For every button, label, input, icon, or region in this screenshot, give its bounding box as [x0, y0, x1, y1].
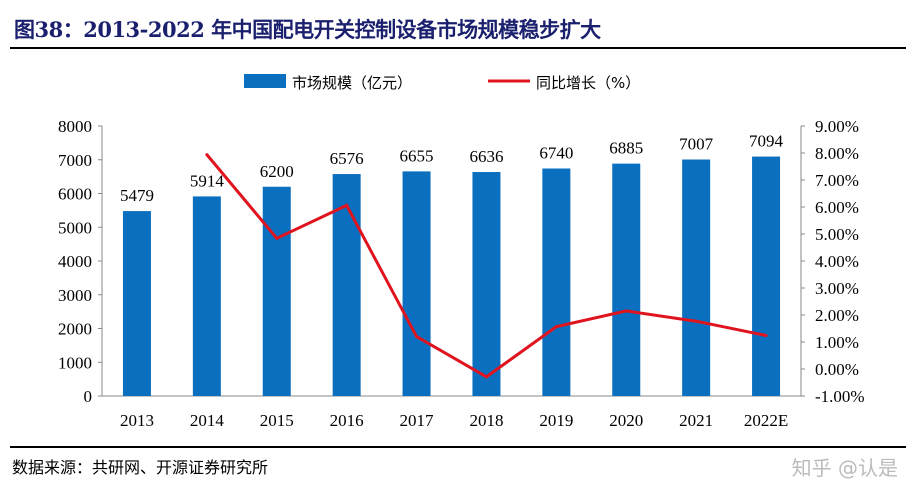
left-tick-label: 1000 — [58, 353, 92, 372]
bar — [612, 163, 641, 396]
watermark: 知乎 @认是 — [791, 456, 898, 480]
right-tick-label: 1.00% — [815, 333, 859, 352]
growth-point — [624, 309, 628, 313]
left-tick-label: 5000 — [58, 218, 92, 237]
left-tick-label: 2000 — [58, 320, 92, 339]
x-tick-label: 2019 — [539, 411, 573, 430]
growth-point — [484, 375, 488, 379]
right-tick-label: 4.00% — [815, 252, 859, 271]
growth-point — [764, 334, 768, 338]
x-tick-label: 2018 — [469, 411, 503, 430]
legend-line-label: 同比增长（%） — [536, 74, 640, 92]
right-tick-label: 8.00% — [815, 144, 859, 163]
bar — [472, 172, 501, 396]
bar-data-label: 6576 — [330, 149, 364, 168]
bar-data-label: 6740 — [539, 144, 573, 163]
x-tick-label: 2015 — [260, 411, 294, 430]
bar-data-label: 7007 — [679, 135, 714, 154]
growth-point — [554, 325, 558, 329]
growth-point — [345, 203, 349, 207]
x-tick-label: 2020 — [609, 411, 643, 430]
right-tick-label: 2.00% — [815, 306, 859, 325]
right-tick-label: -1.00% — [815, 387, 865, 406]
x-tick-label: 2022E — [744, 411, 788, 430]
bar — [262, 186, 291, 396]
bar — [752, 156, 781, 396]
growth-point — [275, 236, 279, 240]
bar-data-label: 7094 — [749, 132, 784, 151]
x-tick-label: 2016 — [330, 411, 364, 430]
growth-point — [694, 319, 698, 323]
right-tick-label: 7.00% — [815, 171, 859, 190]
x-tick-label: 2014 — [190, 411, 225, 430]
bar-data-label: 6655 — [400, 146, 434, 165]
x-tick-label: 2017 — [400, 411, 435, 430]
title-divider — [10, 47, 906, 49]
left-tick-label: 7000 — [58, 151, 92, 170]
x-tick-label: 2021 — [679, 411, 713, 430]
left-tick-label: 4000 — [58, 252, 92, 271]
right-tick-label: 3.00% — [815, 279, 859, 298]
right-tick-label: 5.00% — [815, 225, 859, 244]
left-tick-label: 0 — [84, 387, 93, 406]
right-tick-label: 0.00% — [815, 360, 859, 379]
legend-bar-swatch — [244, 74, 286, 88]
bar-data-label: 5914 — [190, 171, 225, 190]
bar — [192, 196, 221, 396]
right-tick-label: 6.00% — [815, 198, 859, 217]
growth-point — [415, 335, 419, 339]
bar — [542, 168, 571, 396]
x-tick-label: 2013 — [120, 411, 154, 430]
bar-data-label: 6636 — [469, 147, 503, 166]
left-tick-label: 6000 — [58, 185, 92, 204]
bar-data-label: 5479 — [120, 186, 154, 205]
bar-data-label: 6885 — [609, 139, 643, 158]
bar — [122, 211, 151, 396]
right-tick-label: 9.00% — [815, 117, 859, 136]
footer-divider — [10, 446, 906, 448]
bar-data-label: 6200 — [260, 162, 294, 181]
bar — [402, 171, 431, 396]
left-tick-label: 3000 — [58, 286, 92, 305]
figure-title: 图38：2013-2022 年中国配电开关控制设备市场规模稳步扩大 — [14, 17, 601, 42]
bar — [682, 159, 711, 396]
left-tick-label: 8000 — [58, 117, 92, 136]
legend-bar-label: 市场规模（亿元） — [292, 74, 412, 92]
growth-point — [205, 153, 209, 157]
source-note: 数据来源：共研网、开源证券研究所 — [12, 458, 269, 477]
